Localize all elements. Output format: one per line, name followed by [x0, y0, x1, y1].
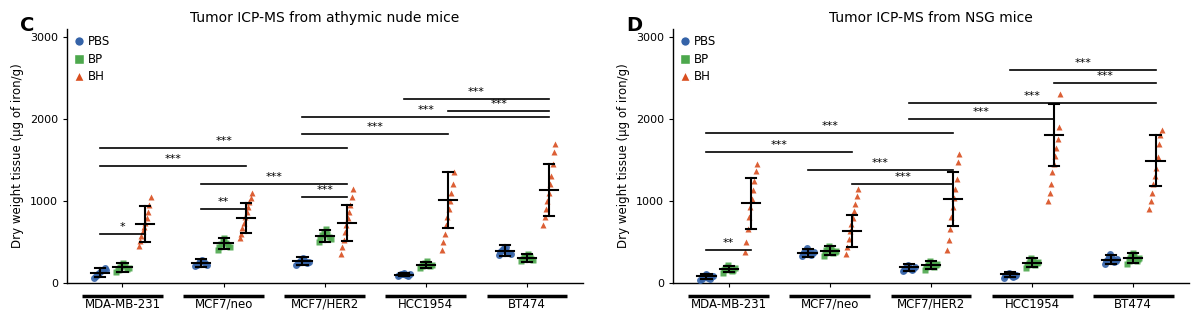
Legend: PBS, BP, BH: PBS, BP, BH [73, 35, 110, 83]
Text: ***: *** [822, 121, 839, 131]
Legend: PBS, BP, BH: PBS, BP, BH [679, 35, 716, 83]
Text: ***: *** [491, 99, 508, 109]
Text: C: C [20, 16, 35, 35]
Y-axis label: Dry weight tissue (μg of iron/g): Dry weight tissue (μg of iron/g) [11, 63, 24, 248]
Title: Tumor ICP-MS from athymic nude mice: Tumor ICP-MS from athymic nude mice [190, 11, 460, 25]
Y-axis label: Dry weight tissue (μg of iron/g): Dry weight tissue (μg of iron/g) [617, 63, 630, 248]
Text: ***: *** [367, 122, 384, 132]
Text: **: ** [724, 238, 734, 248]
Text: ***: *** [468, 87, 485, 97]
Text: ***: *** [317, 185, 334, 195]
Title: Tumor ICP-MS from NSG mice: Tumor ICP-MS from NSG mice [829, 11, 1033, 25]
Text: D: D [626, 16, 643, 35]
Text: ***: *** [164, 155, 181, 165]
Text: ***: *** [1097, 71, 1114, 81]
Text: **: ** [218, 197, 229, 207]
Text: ***: *** [418, 105, 434, 115]
Text: ***: *** [894, 172, 911, 183]
Text: ***: *** [770, 140, 787, 150]
Text: ***: *** [215, 137, 232, 147]
Text: *: * [120, 222, 125, 232]
Text: ***: *** [1074, 58, 1091, 68]
Text: ***: *** [1024, 90, 1040, 100]
Text: ***: *** [973, 107, 990, 117]
Text: ***: *** [265, 172, 282, 183]
Text: ***: *** [872, 158, 889, 168]
